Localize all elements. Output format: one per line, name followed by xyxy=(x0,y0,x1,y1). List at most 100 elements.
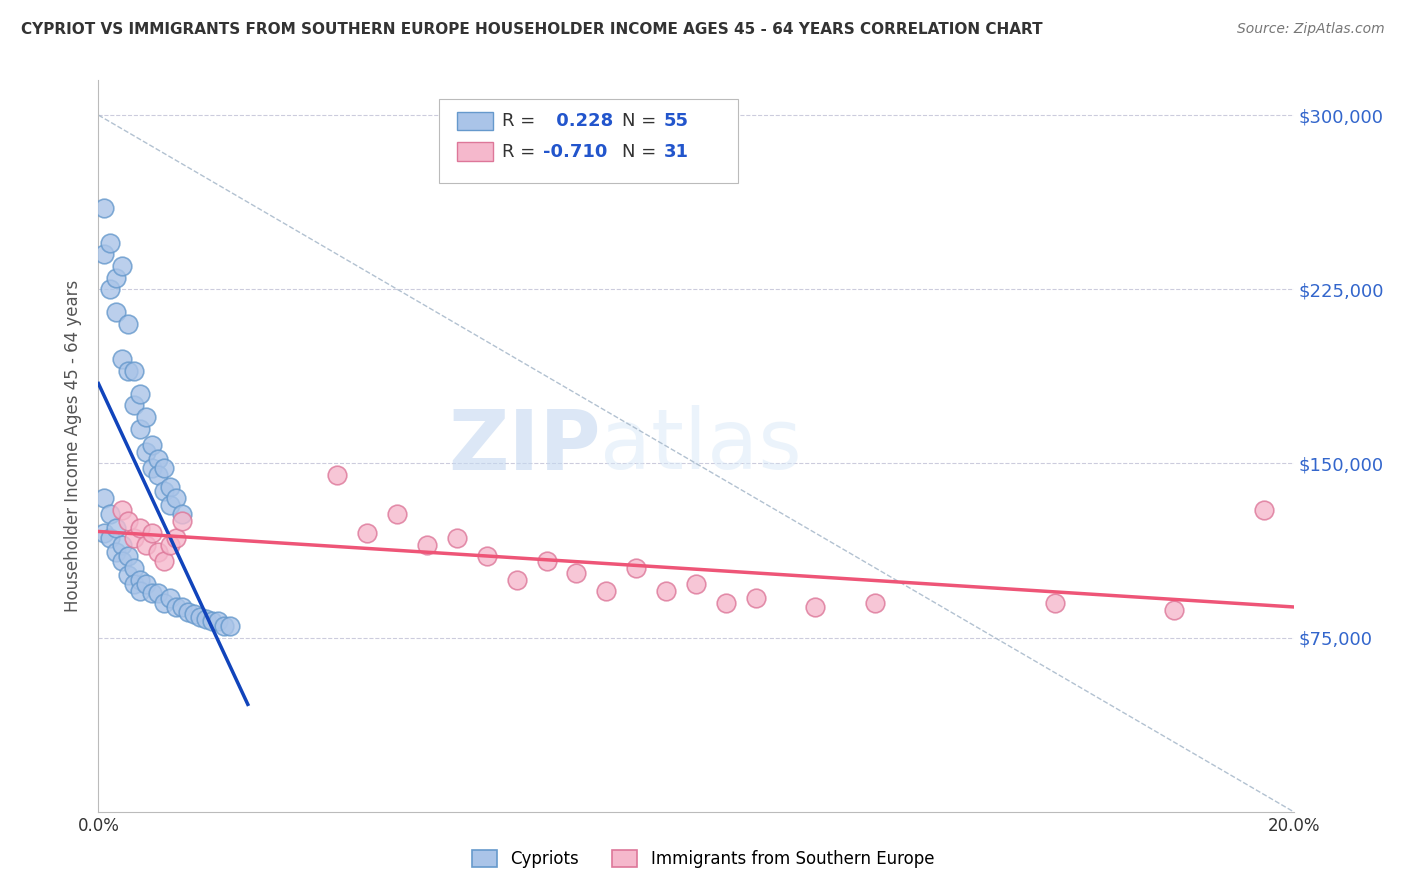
Point xyxy=(124,363,146,377)
Point xyxy=(1163,603,1185,617)
Point xyxy=(141,438,163,452)
Point xyxy=(172,600,194,615)
Point xyxy=(356,526,378,541)
Point xyxy=(207,615,229,629)
Text: ZIP: ZIP xyxy=(449,406,600,486)
Point xyxy=(153,484,176,499)
Point xyxy=(385,508,409,522)
Bar xyxy=(457,143,494,161)
Point xyxy=(183,607,205,622)
Point xyxy=(129,421,152,435)
Point xyxy=(685,577,707,591)
Text: R =: R = xyxy=(502,112,541,129)
Legend: Cypriots, Immigrants from Southern Europe: Cypriots, Immigrants from Southern Europ… xyxy=(465,843,941,875)
Point xyxy=(148,586,170,600)
Point xyxy=(111,351,134,366)
Point xyxy=(129,521,152,535)
Text: N =: N = xyxy=(621,143,657,161)
Point xyxy=(105,270,128,285)
Point xyxy=(135,409,157,424)
Point xyxy=(117,567,139,582)
Point xyxy=(105,521,128,535)
Point xyxy=(172,515,194,529)
Point xyxy=(141,526,163,541)
Point xyxy=(148,451,170,466)
Point xyxy=(135,577,157,591)
Point xyxy=(536,554,558,568)
Point xyxy=(159,480,181,494)
Point xyxy=(111,259,134,273)
Point xyxy=(326,468,349,483)
Point xyxy=(804,600,827,615)
Point xyxy=(141,461,163,475)
Point xyxy=(98,531,122,545)
Point xyxy=(117,363,139,377)
Point xyxy=(124,398,146,412)
Text: atlas: atlas xyxy=(600,406,801,486)
Point xyxy=(105,544,128,558)
Point xyxy=(124,577,146,591)
Point xyxy=(111,538,134,552)
Point xyxy=(153,461,176,475)
Point xyxy=(129,584,152,599)
Point xyxy=(111,554,134,568)
Point xyxy=(117,549,139,564)
Point xyxy=(865,596,887,610)
Point xyxy=(148,544,170,558)
Point xyxy=(129,573,152,587)
Point xyxy=(98,282,122,296)
Point xyxy=(219,619,242,633)
Point xyxy=(188,609,211,624)
Point xyxy=(416,538,439,552)
Point xyxy=(506,573,529,587)
Point xyxy=(212,619,235,633)
Text: 55: 55 xyxy=(664,112,689,129)
Text: 31: 31 xyxy=(664,143,689,161)
Point xyxy=(565,566,588,580)
Point xyxy=(446,531,468,545)
Point xyxy=(165,531,187,545)
Point xyxy=(159,591,181,606)
Point xyxy=(124,561,146,575)
Point xyxy=(129,386,152,401)
Point xyxy=(1043,596,1066,610)
Point xyxy=(148,468,170,483)
Point xyxy=(745,591,768,606)
Y-axis label: Householder Income Ages 45 - 64 years: Householder Income Ages 45 - 64 years xyxy=(65,280,83,612)
Point xyxy=(655,584,678,599)
Point xyxy=(93,247,115,261)
Point xyxy=(159,498,181,512)
Point xyxy=(98,508,122,522)
Point xyxy=(141,586,163,600)
Point xyxy=(165,600,187,615)
Text: CYPRIOT VS IMMIGRANTS FROM SOUTHERN EUROPE HOUSEHOLDER INCOME AGES 45 - 64 YEARS: CYPRIOT VS IMMIGRANTS FROM SOUTHERN EURO… xyxy=(21,22,1043,37)
Point xyxy=(124,531,146,545)
Point xyxy=(153,554,176,568)
Bar xyxy=(457,112,494,130)
Point xyxy=(117,317,139,331)
Point xyxy=(105,305,128,319)
Point xyxy=(195,612,218,626)
Point xyxy=(165,491,187,506)
Point xyxy=(475,549,498,564)
Text: -0.710: -0.710 xyxy=(543,143,607,161)
Point xyxy=(117,515,139,529)
Point xyxy=(93,526,115,541)
Text: Source: ZipAtlas.com: Source: ZipAtlas.com xyxy=(1237,22,1385,37)
Point xyxy=(93,491,115,506)
Text: N =: N = xyxy=(621,112,657,129)
Point xyxy=(135,445,157,459)
Text: R =: R = xyxy=(502,143,536,161)
Point xyxy=(201,615,224,629)
Point xyxy=(135,538,157,552)
FancyBboxPatch shape xyxy=(439,99,738,183)
Point xyxy=(714,596,737,610)
Point xyxy=(595,584,617,599)
Point xyxy=(111,503,134,517)
Point xyxy=(172,508,194,522)
Point xyxy=(1253,503,1275,517)
Point xyxy=(159,538,181,552)
Point xyxy=(177,605,200,619)
Text: 0.228: 0.228 xyxy=(550,112,613,129)
Point xyxy=(93,201,115,215)
